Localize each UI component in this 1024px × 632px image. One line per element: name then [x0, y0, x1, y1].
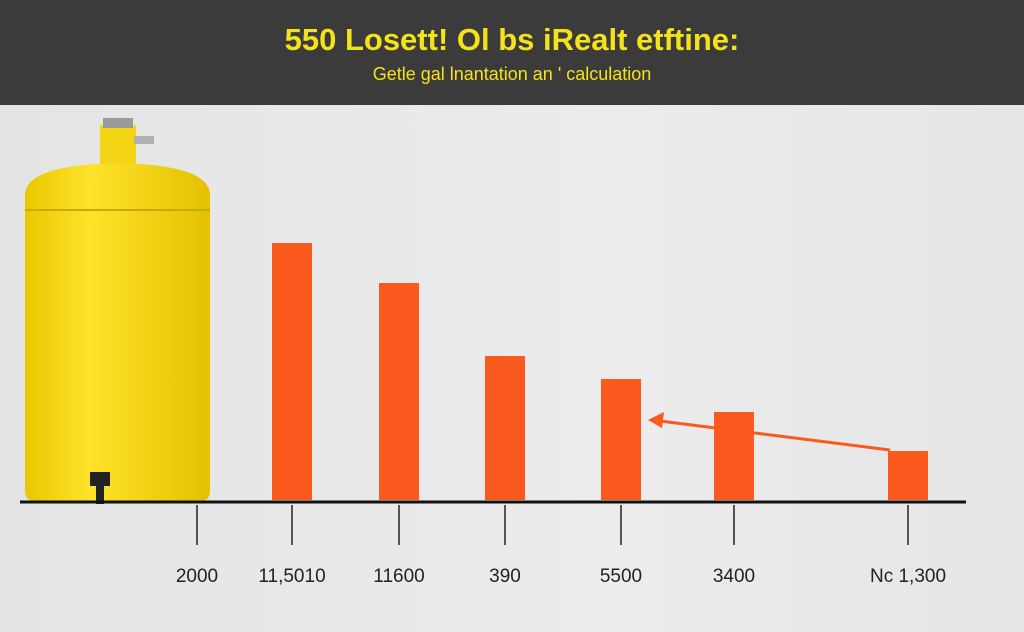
tank-valve-handle [134, 136, 154, 144]
tank [25, 118, 210, 504]
x-tick-label: Nc 1,300 [870, 566, 946, 587]
bar [379, 283, 419, 500]
tank-tap-spout [96, 484, 104, 504]
bar [272, 243, 312, 500]
bar [714, 412, 754, 500]
x-tick-label: 11600 [373, 566, 424, 587]
header [0, 0, 1024, 105]
tank-tap [90, 472, 110, 486]
tank-valve [100, 125, 136, 165]
x-tick-label: 11,5010 [258, 566, 325, 587]
x-tick-label: 2000 [176, 566, 218, 587]
bar [485, 356, 525, 500]
x-tick-label: 390 [489, 566, 521, 587]
chart-subtitle: Getle gal lnantation an ' calculation [373, 64, 652, 84]
arrow-head [648, 412, 664, 428]
bar [888, 451, 928, 500]
arrow-line [659, 419, 891, 452]
plot [272, 243, 928, 500]
bar [601, 379, 641, 500]
x-tick-label: 3400 [713, 566, 755, 587]
chart-title: 550 Losett! Ol bs iRealt etftine: [285, 22, 740, 57]
tank-valve-cap [103, 118, 133, 128]
tank-body [25, 163, 210, 502]
x-tick-label: 5500 [600, 566, 642, 587]
annotation-arrow [648, 412, 891, 452]
